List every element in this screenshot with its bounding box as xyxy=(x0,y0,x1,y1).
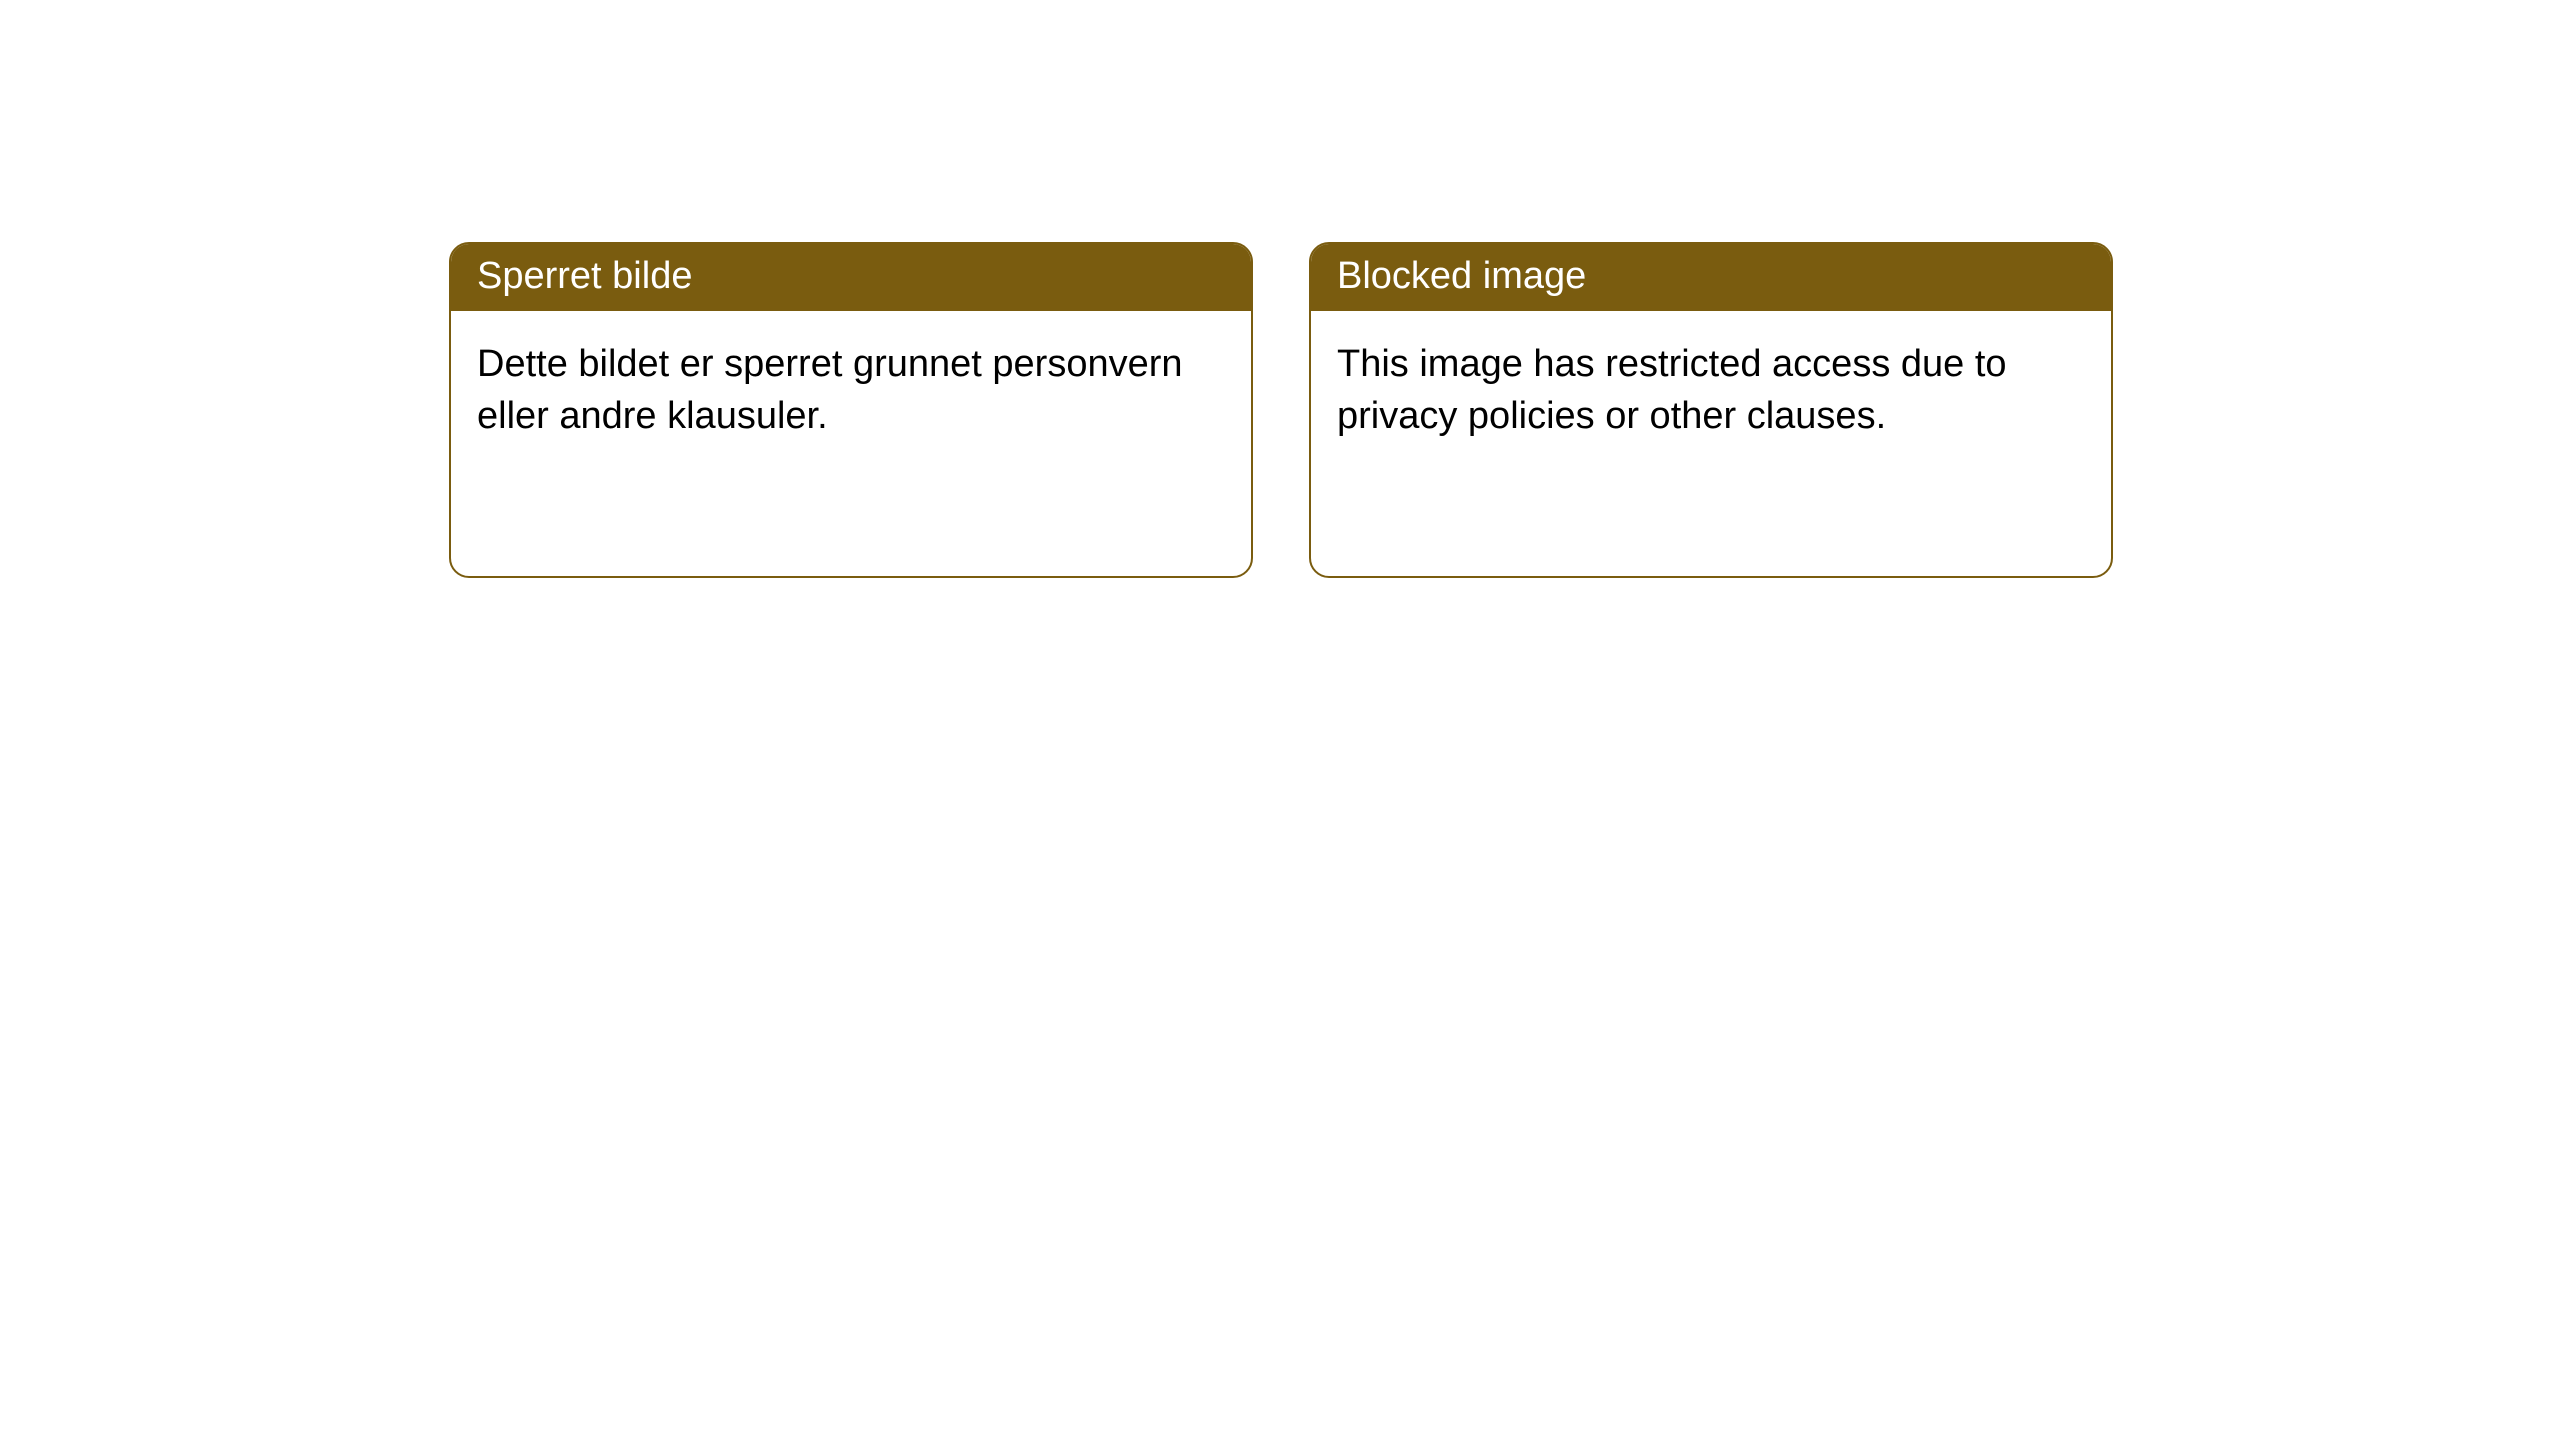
notice-card-title: Sperret bilde xyxy=(451,244,1251,311)
notice-card-body: Dette bildet er sperret grunnet personve… xyxy=(451,311,1251,470)
notice-card-norwegian: Sperret bilde Dette bildet er sperret gr… xyxy=(449,242,1253,578)
notice-card-english: Blocked image This image has restricted … xyxy=(1309,242,2113,578)
notice-card-body: This image has restricted access due to … xyxy=(1311,311,2111,470)
notice-card-title: Blocked image xyxy=(1311,244,2111,311)
notice-container: Sperret bilde Dette bildet er sperret gr… xyxy=(0,0,2560,578)
